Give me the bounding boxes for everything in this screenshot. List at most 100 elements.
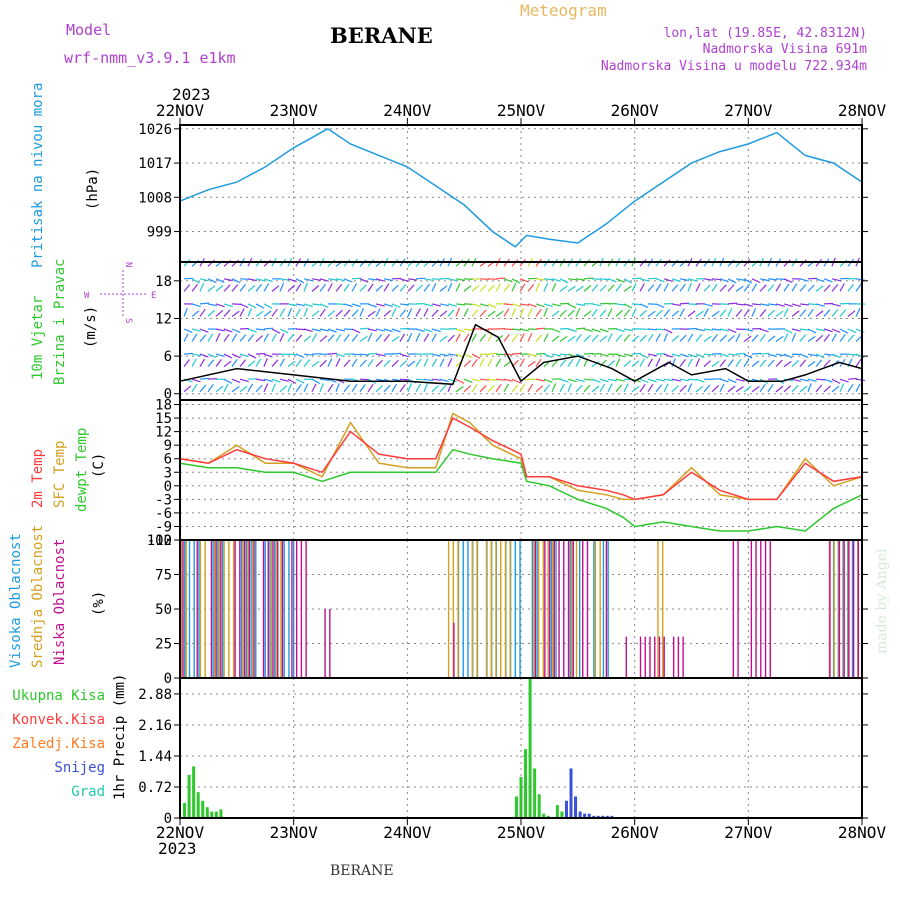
precip-bar bbox=[605, 815, 609, 818]
time-axis-bottom: 22NOV 23NOV 24NOV 25NOV 26NOV 27NOV 28NOV bbox=[156, 818, 886, 842]
wind-barb bbox=[335, 328, 345, 332]
wind-barb bbox=[407, 333, 413, 342]
wind-barb bbox=[559, 359, 567, 368]
wind-barb bbox=[807, 328, 817, 334]
wind-barb bbox=[695, 283, 701, 292]
pressure-ytick-label: 1017 bbox=[138, 156, 172, 172]
wind-barb bbox=[847, 310, 856, 317]
wind-barb bbox=[567, 303, 577, 309]
wind-barb bbox=[231, 278, 241, 284]
wind-barb bbox=[623, 328, 634, 332]
wind-barb bbox=[559, 327, 570, 330]
precip-bar bbox=[560, 811, 564, 818]
wind-barb bbox=[223, 303, 233, 308]
wind-barb bbox=[711, 278, 722, 281]
wind-barb bbox=[623, 285, 632, 292]
wind-barb bbox=[263, 353, 273, 358]
precip-legend: Ukupna Kisa Konvek.Kisa Zaledj.Kisa Snijeg G… bbox=[12, 688, 105, 800]
wind-barb bbox=[551, 303, 561, 307]
wind-barb bbox=[519, 358, 525, 367]
wind-barb bbox=[423, 303, 433, 307]
wind-barb bbox=[639, 283, 645, 292]
wind-barb bbox=[623, 360, 632, 368]
wind-barb bbox=[519, 328, 529, 332]
wind-barb bbox=[815, 378, 826, 381]
wind-barb bbox=[455, 328, 465, 333]
wind-barb bbox=[447, 358, 453, 367]
precip-bar bbox=[592, 815, 596, 818]
temperature-ytick-label: -12 bbox=[147, 533, 172, 549]
wind-barb bbox=[319, 335, 328, 343]
wind-barb bbox=[455, 333, 461, 342]
wind-barb bbox=[447, 309, 455, 317]
wind-barb bbox=[343, 278, 353, 283]
temperature-ytick-label: 0 bbox=[164, 479, 172, 495]
wind-barb bbox=[319, 359, 327, 368]
wind-barb bbox=[743, 278, 753, 284]
wind-barb bbox=[279, 328, 289, 334]
wind-barb bbox=[831, 284, 839, 292]
wind-barb bbox=[327, 310, 336, 317]
wind-barb bbox=[791, 333, 797, 342]
wind-barb bbox=[687, 333, 694, 342]
wind-barb bbox=[839, 309, 847, 317]
wind-barb bbox=[719, 284, 727, 292]
wind-barb bbox=[583, 384, 591, 393]
wind-barb bbox=[263, 310, 272, 317]
wind-barb bbox=[295, 353, 305, 359]
wind-barb bbox=[439, 303, 449, 307]
wind-barb bbox=[839, 383, 845, 392]
wind-barb bbox=[423, 278, 433, 281]
wind-barb bbox=[655, 358, 661, 367]
wind-barb bbox=[199, 308, 206, 317]
wind-barb bbox=[535, 352, 546, 355]
wind-barb bbox=[751, 352, 762, 355]
wind-barb bbox=[807, 335, 816, 343]
wind-barb bbox=[799, 353, 809, 359]
wind-barb bbox=[207, 378, 218, 380]
wind-barb bbox=[575, 285, 584, 292]
wind-barb bbox=[551, 310, 560, 317]
wind-barb bbox=[567, 378, 577, 383]
wind-barb bbox=[807, 383, 812, 392]
wind-barb bbox=[415, 383, 422, 393]
wind-barb bbox=[255, 384, 263, 393]
wind-barb bbox=[759, 352, 770, 355]
wind-barb bbox=[455, 307, 460, 317]
wind-barb bbox=[207, 333, 214, 342]
wind-barb bbox=[327, 283, 333, 292]
wind-barb bbox=[687, 358, 693, 367]
wind-barb bbox=[391, 383, 398, 393]
wind-barb bbox=[343, 303, 353, 308]
wind-barb bbox=[287, 378, 297, 384]
wind-barb bbox=[359, 259, 367, 267]
wind-barb bbox=[799, 385, 808, 393]
wind-barb bbox=[399, 278, 409, 282]
wind-barb bbox=[639, 309, 647, 317]
wind-barb bbox=[391, 378, 401, 382]
wind-barb bbox=[815, 278, 825, 283]
wind-barb bbox=[599, 278, 610, 281]
wind-barb bbox=[519, 278, 529, 283]
wind-barb bbox=[791, 303, 801, 307]
precip-bar bbox=[214, 811, 218, 818]
wind-barb bbox=[287, 307, 293, 317]
temperature-ytick-label: 12 bbox=[155, 425, 172, 441]
wind-barb bbox=[639, 358, 645, 367]
wind-barb bbox=[527, 308, 533, 317]
wind-barb bbox=[199, 353, 209, 358]
precip-legend-item: Ukupna Kisa bbox=[12, 688, 105, 704]
wind-barb bbox=[751, 307, 757, 317]
wind-barb bbox=[303, 303, 313, 308]
wind-barb bbox=[391, 359, 399, 368]
wind-barb bbox=[815, 359, 823, 368]
wind-barb bbox=[815, 303, 825, 307]
wind-barb bbox=[767, 335, 776, 343]
wind-barb bbox=[375, 385, 384, 393]
wind-barb bbox=[303, 307, 308, 317]
wind-barb bbox=[351, 328, 361, 334]
wind-barb bbox=[703, 360, 712, 368]
wind-barb bbox=[631, 277, 642, 280]
precip-bar bbox=[542, 813, 546, 818]
cloud-ytick-label: 50 bbox=[155, 602, 172, 618]
